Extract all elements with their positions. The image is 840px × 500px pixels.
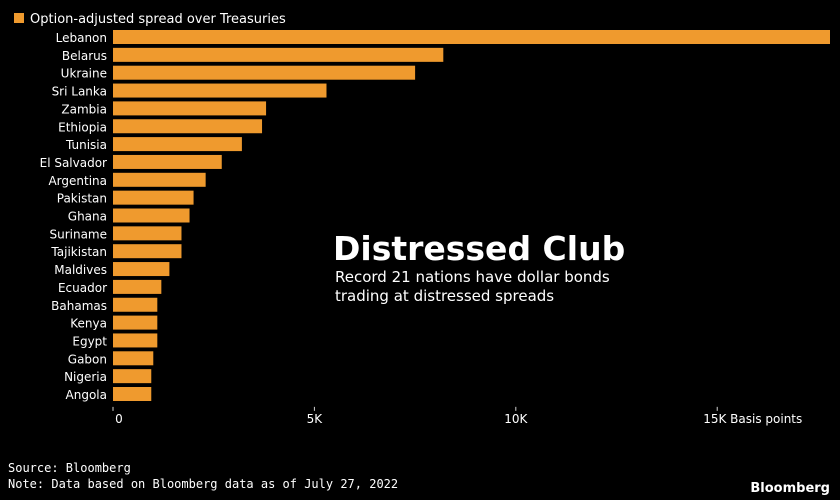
chart-title: Distressed Club: [333, 229, 625, 268]
source-note: Source: Bloomberg: [8, 461, 131, 475]
bar-sri-lanka: [113, 83, 327, 98]
bar-ghana: [113, 208, 190, 223]
data-note: Note: Data based on Bloomberg data as of…: [8, 477, 398, 491]
bar-lebanon: [113, 30, 830, 44]
category-label: El Salvador: [40, 156, 107, 170]
category-label: Nigeria: [64, 370, 107, 384]
category-label: Ethiopia: [58, 120, 107, 134]
subtitle-line-1: Record 21 nations have dollar bonds: [335, 268, 610, 286]
category-label: Angola: [66, 388, 107, 402]
bloomberg-logo: Bloomberg: [750, 481, 830, 496]
bar-nigeria: [113, 369, 152, 384]
x-axis: 0 5K 10K 15K Basis points: [112, 406, 802, 426]
category-label: Ghana: [68, 210, 107, 224]
category-label: Kenya: [70, 317, 107, 331]
category-label: Ukraine: [61, 67, 107, 81]
category-label: Ecuador: [58, 281, 107, 295]
legend-label: Option-adjusted spread over Treasuries: [30, 12, 286, 27]
subtitle-line-2: trading at distressed spreads: [335, 287, 554, 305]
bar-bahamas: [113, 297, 158, 312]
bar-ukraine: [113, 65, 416, 80]
bar-angola: [113, 387, 152, 401]
bar-ecuador: [113, 279, 162, 294]
bar-pakistan: [113, 190, 194, 205]
x-tick-label: 5K: [307, 412, 324, 426]
category-label: Egypt: [72, 334, 107, 348]
category-labels: Lebanon Belarus Ukraine Sri Lanka Zambia Ethi…: [40, 31, 108, 402]
x-tick-label: 15K Basis points: [703, 412, 802, 426]
bar-ethiopia: [113, 119, 263, 134]
bar-zambia: [113, 101, 267, 116]
bar-egypt: [113, 333, 158, 348]
category-label: Maldives: [54, 263, 107, 277]
category-label: Lebanon: [56, 31, 107, 45]
bar-tajikistan: [113, 244, 182, 259]
legend: Option-adjusted spread over Treasuries: [14, 12, 286, 27]
bar-el-salvador: [113, 154, 222, 169]
bar-suriname: [113, 226, 182, 241]
category-label: Belarus: [62, 49, 107, 63]
bars-group: [113, 30, 830, 401]
category-label: Gabon: [68, 352, 107, 366]
category-label: Argentina: [48, 174, 107, 188]
category-label: Tajikistan: [50, 245, 107, 259]
category-label: Suriname: [49, 227, 107, 241]
category-label: Bahamas: [51, 299, 107, 313]
x-tick-label: 10K: [504, 412, 528, 426]
x-tick-label: 0: [115, 412, 123, 426]
category-label: Tunisia: [65, 138, 107, 152]
category-label: Zambia: [61, 102, 107, 116]
category-label: Pakistan: [57, 192, 107, 206]
category-label: Sri Lanka: [52, 85, 107, 99]
legend-swatch: [14, 13, 24, 23]
bar-tunisia: [113, 137, 242, 152]
bar-kenya: [113, 315, 158, 330]
bar-belarus: [113, 47, 444, 62]
bar-argentina: [113, 172, 206, 187]
bar-maldives: [113, 262, 170, 277]
bar-gabon: [113, 351, 154, 366]
